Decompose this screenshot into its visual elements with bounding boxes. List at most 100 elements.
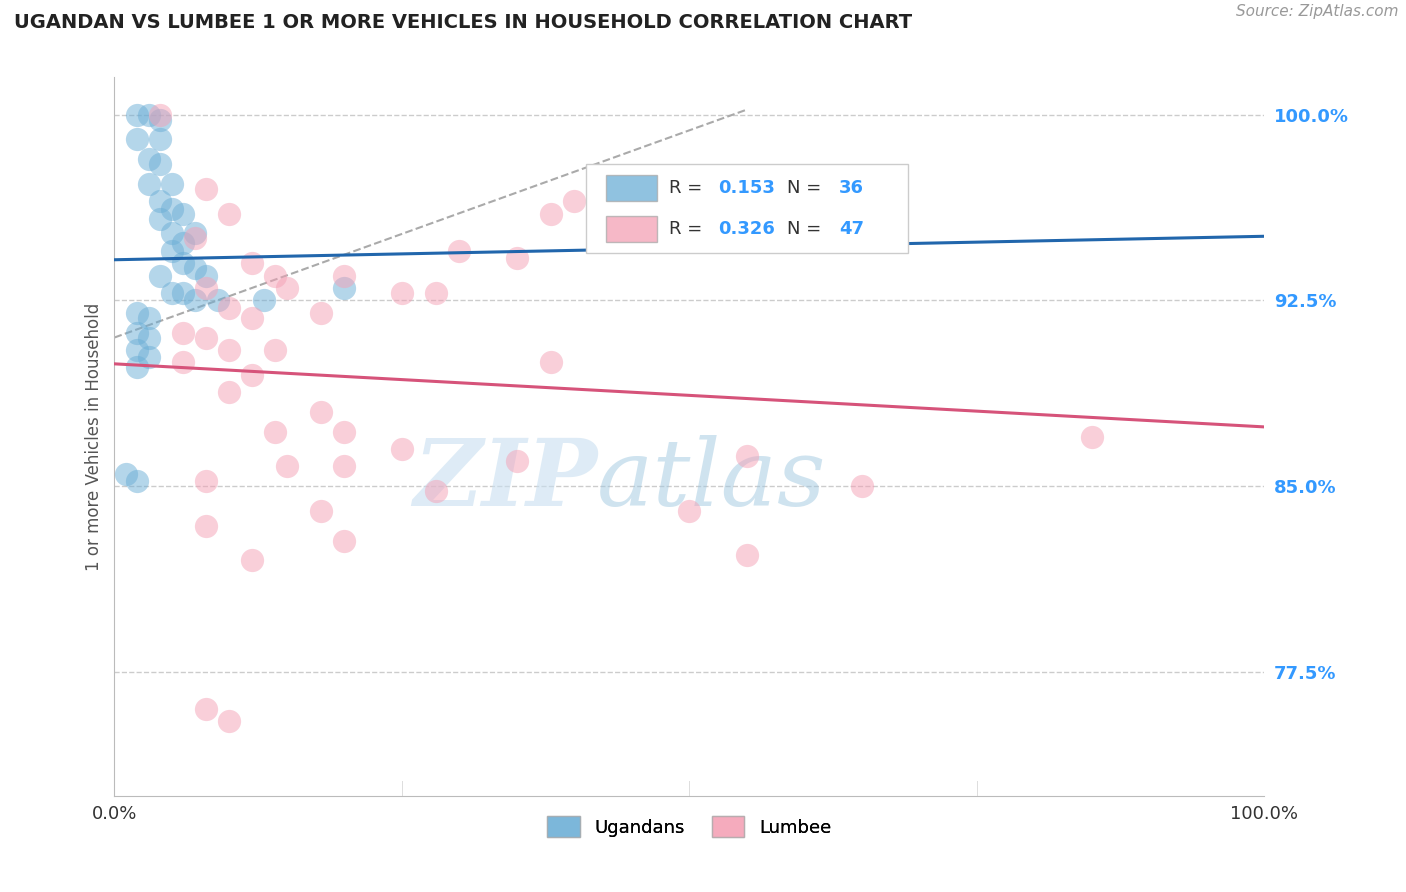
Point [311,405,333,419]
Point [172,236,194,251]
Point [195,182,218,196]
Point [218,714,240,729]
Point [195,518,218,533]
Point [160,244,183,258]
Point [127,326,149,340]
Point [793,207,815,221]
Point [195,330,218,344]
Point [506,252,529,266]
Point [172,355,194,369]
Point [449,244,471,258]
Text: 47: 47 [839,220,863,238]
Point [218,301,240,315]
Point [391,442,413,456]
Point [333,533,356,548]
Point [184,227,207,241]
Point [264,425,287,439]
Point [425,484,447,499]
Text: 0.326: 0.326 [718,220,775,238]
FancyBboxPatch shape [606,217,657,242]
Point [184,293,207,308]
Point [138,351,160,365]
Point [391,285,413,300]
Point [172,326,194,340]
Y-axis label: 1 or more Vehicles in Household: 1 or more Vehicles in Household [86,302,103,571]
Text: UGANDAN VS LUMBEE 1 OR MORE VEHICLES IN HOUSEHOLD CORRELATION CHART: UGANDAN VS LUMBEE 1 OR MORE VEHICLES IN … [14,13,912,32]
Point [127,107,149,121]
Point [333,425,356,439]
Text: ZIP: ZIP [413,434,598,524]
Point [253,293,276,308]
Point [240,368,263,382]
Point [172,256,194,270]
Point [149,112,172,127]
Point [264,343,287,357]
Point [172,207,194,221]
Point [218,343,240,357]
Point [1080,429,1102,443]
Point [127,343,149,357]
Point [127,360,149,375]
Point [195,474,218,488]
FancyBboxPatch shape [606,175,657,201]
Text: R =: R = [669,179,707,197]
Point [264,268,287,283]
Point [735,450,758,464]
Point [333,459,356,474]
Text: 36: 36 [839,179,863,197]
Point [276,459,298,474]
Text: Source: ZipAtlas.com: Source: ZipAtlas.com [1236,4,1399,20]
Point [127,474,149,488]
Point [127,306,149,320]
Point [138,330,160,344]
Legend: Ugandans, Lumbee: Ugandans, Lumbee [540,809,838,844]
Point [160,177,183,191]
Point [115,467,138,481]
Point [149,132,172,146]
Point [311,504,333,518]
Point [276,281,298,295]
Text: R =: R = [669,220,707,238]
Point [149,194,172,209]
Point [425,285,447,300]
Point [311,306,333,320]
Point [149,268,172,283]
Point [562,194,585,209]
Point [138,152,160,166]
Point [218,207,240,221]
Point [195,281,218,295]
Point [184,231,207,245]
Point [240,310,263,325]
Point [184,261,207,276]
Point [172,285,194,300]
Point [218,384,240,399]
Point [678,504,700,518]
Point [506,454,529,468]
Point [240,553,263,567]
Point [138,310,160,325]
Text: N =: N = [787,220,827,238]
Point [149,211,172,226]
Point [333,281,356,295]
Point [160,227,183,241]
Point [851,479,873,493]
Point [138,177,160,191]
Point [160,285,183,300]
Point [207,293,229,308]
Point [160,202,183,216]
Point [195,268,218,283]
Point [333,268,356,283]
FancyBboxPatch shape [586,163,908,253]
Point [540,207,562,221]
Point [149,157,172,171]
Point [240,256,263,270]
Point [735,549,758,563]
Text: atlas: atlas [598,434,827,524]
Point [540,355,562,369]
Text: 0.153: 0.153 [718,179,775,197]
Point [149,107,172,121]
Point [127,132,149,146]
Point [195,702,218,716]
Text: N =: N = [787,179,827,197]
Point [138,107,160,121]
